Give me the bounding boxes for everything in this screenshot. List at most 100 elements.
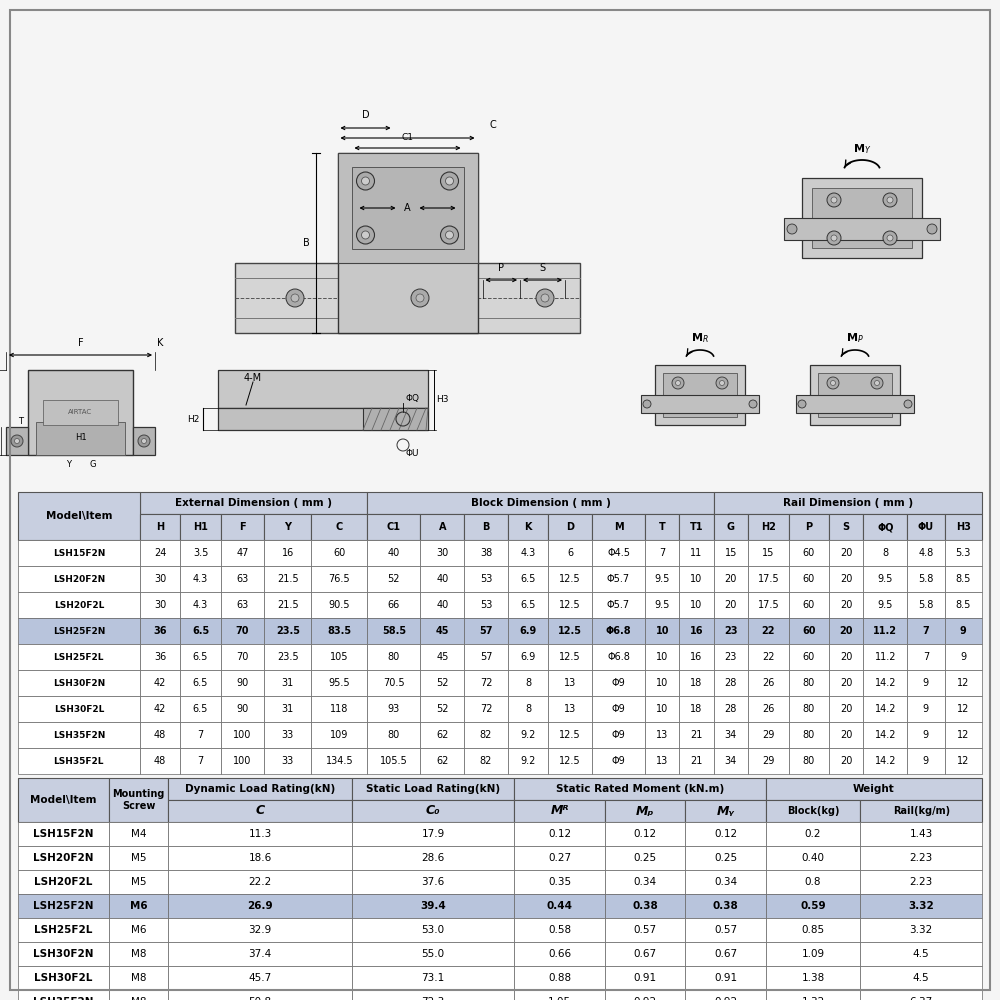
Bar: [109, 990, 168, 1000]
Text: S: S: [539, 263, 546, 273]
Bar: [464, 722, 508, 748]
Bar: [352, 990, 514, 1000]
Text: 73.1: 73.1: [421, 973, 445, 983]
Text: 12.5: 12.5: [559, 600, 581, 610]
Text: LSH25F2L: LSH25F2L: [34, 925, 93, 935]
Text: 24: 24: [154, 548, 166, 558]
Text: 12: 12: [957, 730, 969, 740]
Bar: [829, 748, 863, 774]
Bar: [140, 696, 180, 722]
Text: 52: 52: [436, 678, 449, 688]
Text: 45.7: 45.7: [248, 973, 272, 983]
Text: 37.4: 37.4: [248, 949, 272, 959]
Text: 70.5: 70.5: [383, 678, 405, 688]
Bar: [18, 644, 140, 670]
Text: 28.6: 28.6: [421, 853, 445, 863]
Bar: [748, 592, 789, 618]
Text: Rail(kg/m): Rail(kg/m): [893, 806, 950, 816]
Text: AIRTAC: AIRTAC: [68, 409, 93, 415]
Text: 0.40: 0.40: [802, 853, 825, 863]
Bar: [789, 748, 829, 774]
Bar: [679, 722, 714, 748]
Text: LSH20F2L: LSH20F2L: [34, 877, 93, 887]
Circle shape: [416, 294, 424, 302]
Text: 105.5: 105.5: [380, 756, 408, 766]
Bar: [605, 822, 685, 846]
Text: 0.25: 0.25: [714, 853, 737, 863]
Text: 10: 10: [690, 574, 703, 584]
Text: 22: 22: [762, 652, 775, 662]
Text: 33: 33: [282, 756, 294, 766]
Text: Φ4.5: Φ4.5: [607, 548, 630, 558]
Text: 9.5: 9.5: [878, 600, 893, 610]
Text: 36: 36: [154, 652, 166, 662]
Text: 22.2: 22.2: [248, 877, 272, 887]
Text: 57: 57: [480, 652, 492, 662]
Text: LSH30F2N: LSH30F2N: [33, 949, 94, 959]
Text: Φ5.7: Φ5.7: [607, 600, 630, 610]
Bar: [464, 748, 508, 774]
Bar: [514, 870, 605, 894]
Circle shape: [356, 172, 374, 190]
Bar: [548, 748, 592, 774]
Text: LSH20F2N: LSH20F2N: [33, 853, 94, 863]
Bar: [508, 670, 548, 696]
Text: ΦQ: ΦQ: [877, 522, 894, 532]
Bar: [352, 942, 514, 966]
Text: 1.05: 1.05: [548, 997, 571, 1000]
Bar: [766, 800, 860, 822]
Bar: [352, 918, 514, 942]
Text: 76.5: 76.5: [329, 574, 350, 584]
Bar: [605, 942, 685, 966]
Bar: [714, 748, 748, 774]
Bar: [168, 870, 352, 894]
Text: 6.5: 6.5: [193, 704, 208, 714]
Text: 0.38: 0.38: [632, 901, 658, 911]
Text: 0.58: 0.58: [548, 925, 571, 935]
Text: 4-M: 4-M: [244, 373, 262, 383]
Text: 20: 20: [840, 678, 852, 688]
Text: 32.9: 32.9: [248, 925, 272, 935]
Bar: [766, 942, 860, 966]
Bar: [264, 670, 311, 696]
Bar: [109, 918, 168, 942]
Text: 60: 60: [803, 574, 815, 584]
Text: T: T: [659, 522, 666, 532]
Bar: [548, 696, 592, 722]
Circle shape: [887, 197, 893, 203]
Circle shape: [362, 231, 370, 239]
Bar: [221, 696, 264, 722]
Circle shape: [643, 400, 651, 408]
Text: 42: 42: [154, 704, 166, 714]
Bar: [945, 540, 982, 566]
Bar: [264, 540, 311, 566]
Bar: [714, 514, 748, 540]
Bar: [863, 748, 907, 774]
Circle shape: [904, 400, 912, 408]
Text: Y: Y: [66, 460, 71, 469]
Text: 4.3: 4.3: [193, 600, 208, 610]
Bar: [907, 592, 945, 618]
Circle shape: [831, 235, 837, 241]
Bar: [766, 918, 860, 942]
Bar: [264, 514, 311, 540]
Bar: [812, 188, 912, 248]
Bar: [789, 618, 829, 644]
Text: 40: 40: [436, 600, 448, 610]
Text: 6.5: 6.5: [520, 600, 536, 610]
Text: 0.67: 0.67: [634, 949, 657, 959]
Bar: [109, 966, 168, 990]
Text: 7: 7: [197, 730, 204, 740]
Bar: [907, 540, 945, 566]
Text: 9: 9: [923, 678, 929, 688]
Text: 53: 53: [480, 574, 492, 584]
Circle shape: [676, 380, 680, 385]
Text: 16: 16: [282, 548, 294, 558]
Text: 2.23: 2.23: [910, 877, 933, 887]
Circle shape: [887, 235, 893, 241]
Bar: [810, 365, 900, 425]
Bar: [548, 592, 592, 618]
Bar: [18, 778, 109, 822]
Bar: [352, 822, 514, 846]
Text: 0.35: 0.35: [548, 877, 571, 887]
